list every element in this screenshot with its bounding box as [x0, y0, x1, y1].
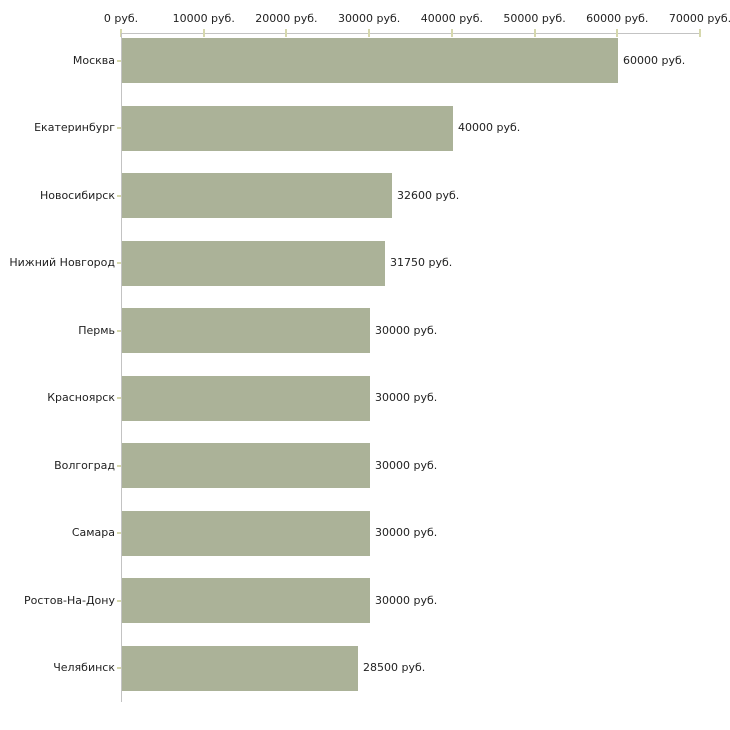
category-label: Нижний Новгород [9, 256, 115, 269]
y-tick-mark [117, 667, 121, 669]
bar [122, 510, 370, 556]
category-label: Ростов-На-Дону [23, 593, 115, 607]
x-tick-label: 50000 руб. [503, 12, 566, 25]
value-label: 30000 руб. [375, 593, 438, 607]
x-tick-mark [285, 29, 288, 37]
value-label: 32600 руб. [397, 188, 460, 202]
x-tick-mark [699, 29, 701, 37]
value-label: 30000 руб. [375, 458, 438, 472]
bar [122, 308, 370, 353]
x-tick-label: 10000 руб. [172, 12, 235, 25]
value-label: 30000 руб. [375, 391, 438, 404]
x-tick-mark [202, 29, 205, 37]
value-label: 28500 руб. [363, 661, 426, 674]
x-tick-label: 40000 руб. [420, 12, 483, 25]
bar [122, 645, 358, 691]
category-label: Екатеринбург [34, 121, 115, 134]
value-label: 31750 руб. [390, 256, 453, 269]
value-label: 30000 руб. [375, 323, 438, 337]
y-tick-mark [117, 127, 121, 129]
y-tick-mark [117, 329, 121, 332]
y-tick-mark [117, 532, 121, 534]
y-tick-mark [117, 397, 121, 399]
x-tick-label: 0 руб. [103, 12, 139, 25]
x-axis-line [121, 33, 701, 34]
x-tick-label: 60000 руб. [586, 12, 649, 25]
y-tick-mark [117, 599, 121, 602]
x-tick-label: 20000 руб. [255, 12, 318, 25]
category-label: Самара [71, 526, 115, 539]
category-label: Новосибирск [39, 188, 115, 202]
bar [122, 105, 453, 151]
y-tick-mark [117, 59, 121, 62]
y-axis-line [121, 33, 122, 702]
y-tick-mark [117, 194, 121, 197]
x-tick-label: 70000 руб. [668, 12, 730, 25]
bar [122, 443, 370, 488]
x-tick-label: 30000 руб. [338, 12, 401, 25]
category-label: Волгоград [54, 458, 115, 472]
category-label: Москва [72, 53, 115, 67]
x-tick-mark [450, 29, 453, 37]
x-tick-mark [533, 29, 536, 37]
value-label: 40000 руб. [458, 121, 521, 134]
category-label: Челябинск [53, 661, 115, 674]
y-tick-mark [117, 262, 121, 264]
bar [122, 578, 370, 623]
x-tick-mark [368, 29, 371, 37]
value-label: 60000 руб. [623, 53, 686, 67]
bar [122, 38, 618, 83]
y-tick-mark [117, 464, 121, 467]
bar [122, 375, 370, 421]
category-label: Красноярск [47, 391, 115, 404]
x-tick-mark [616, 29, 619, 37]
bar [122, 173, 392, 218]
value-label: 30000 руб. [375, 526, 438, 539]
bar [122, 240, 385, 286]
category-label: Пермь [78, 323, 115, 337]
